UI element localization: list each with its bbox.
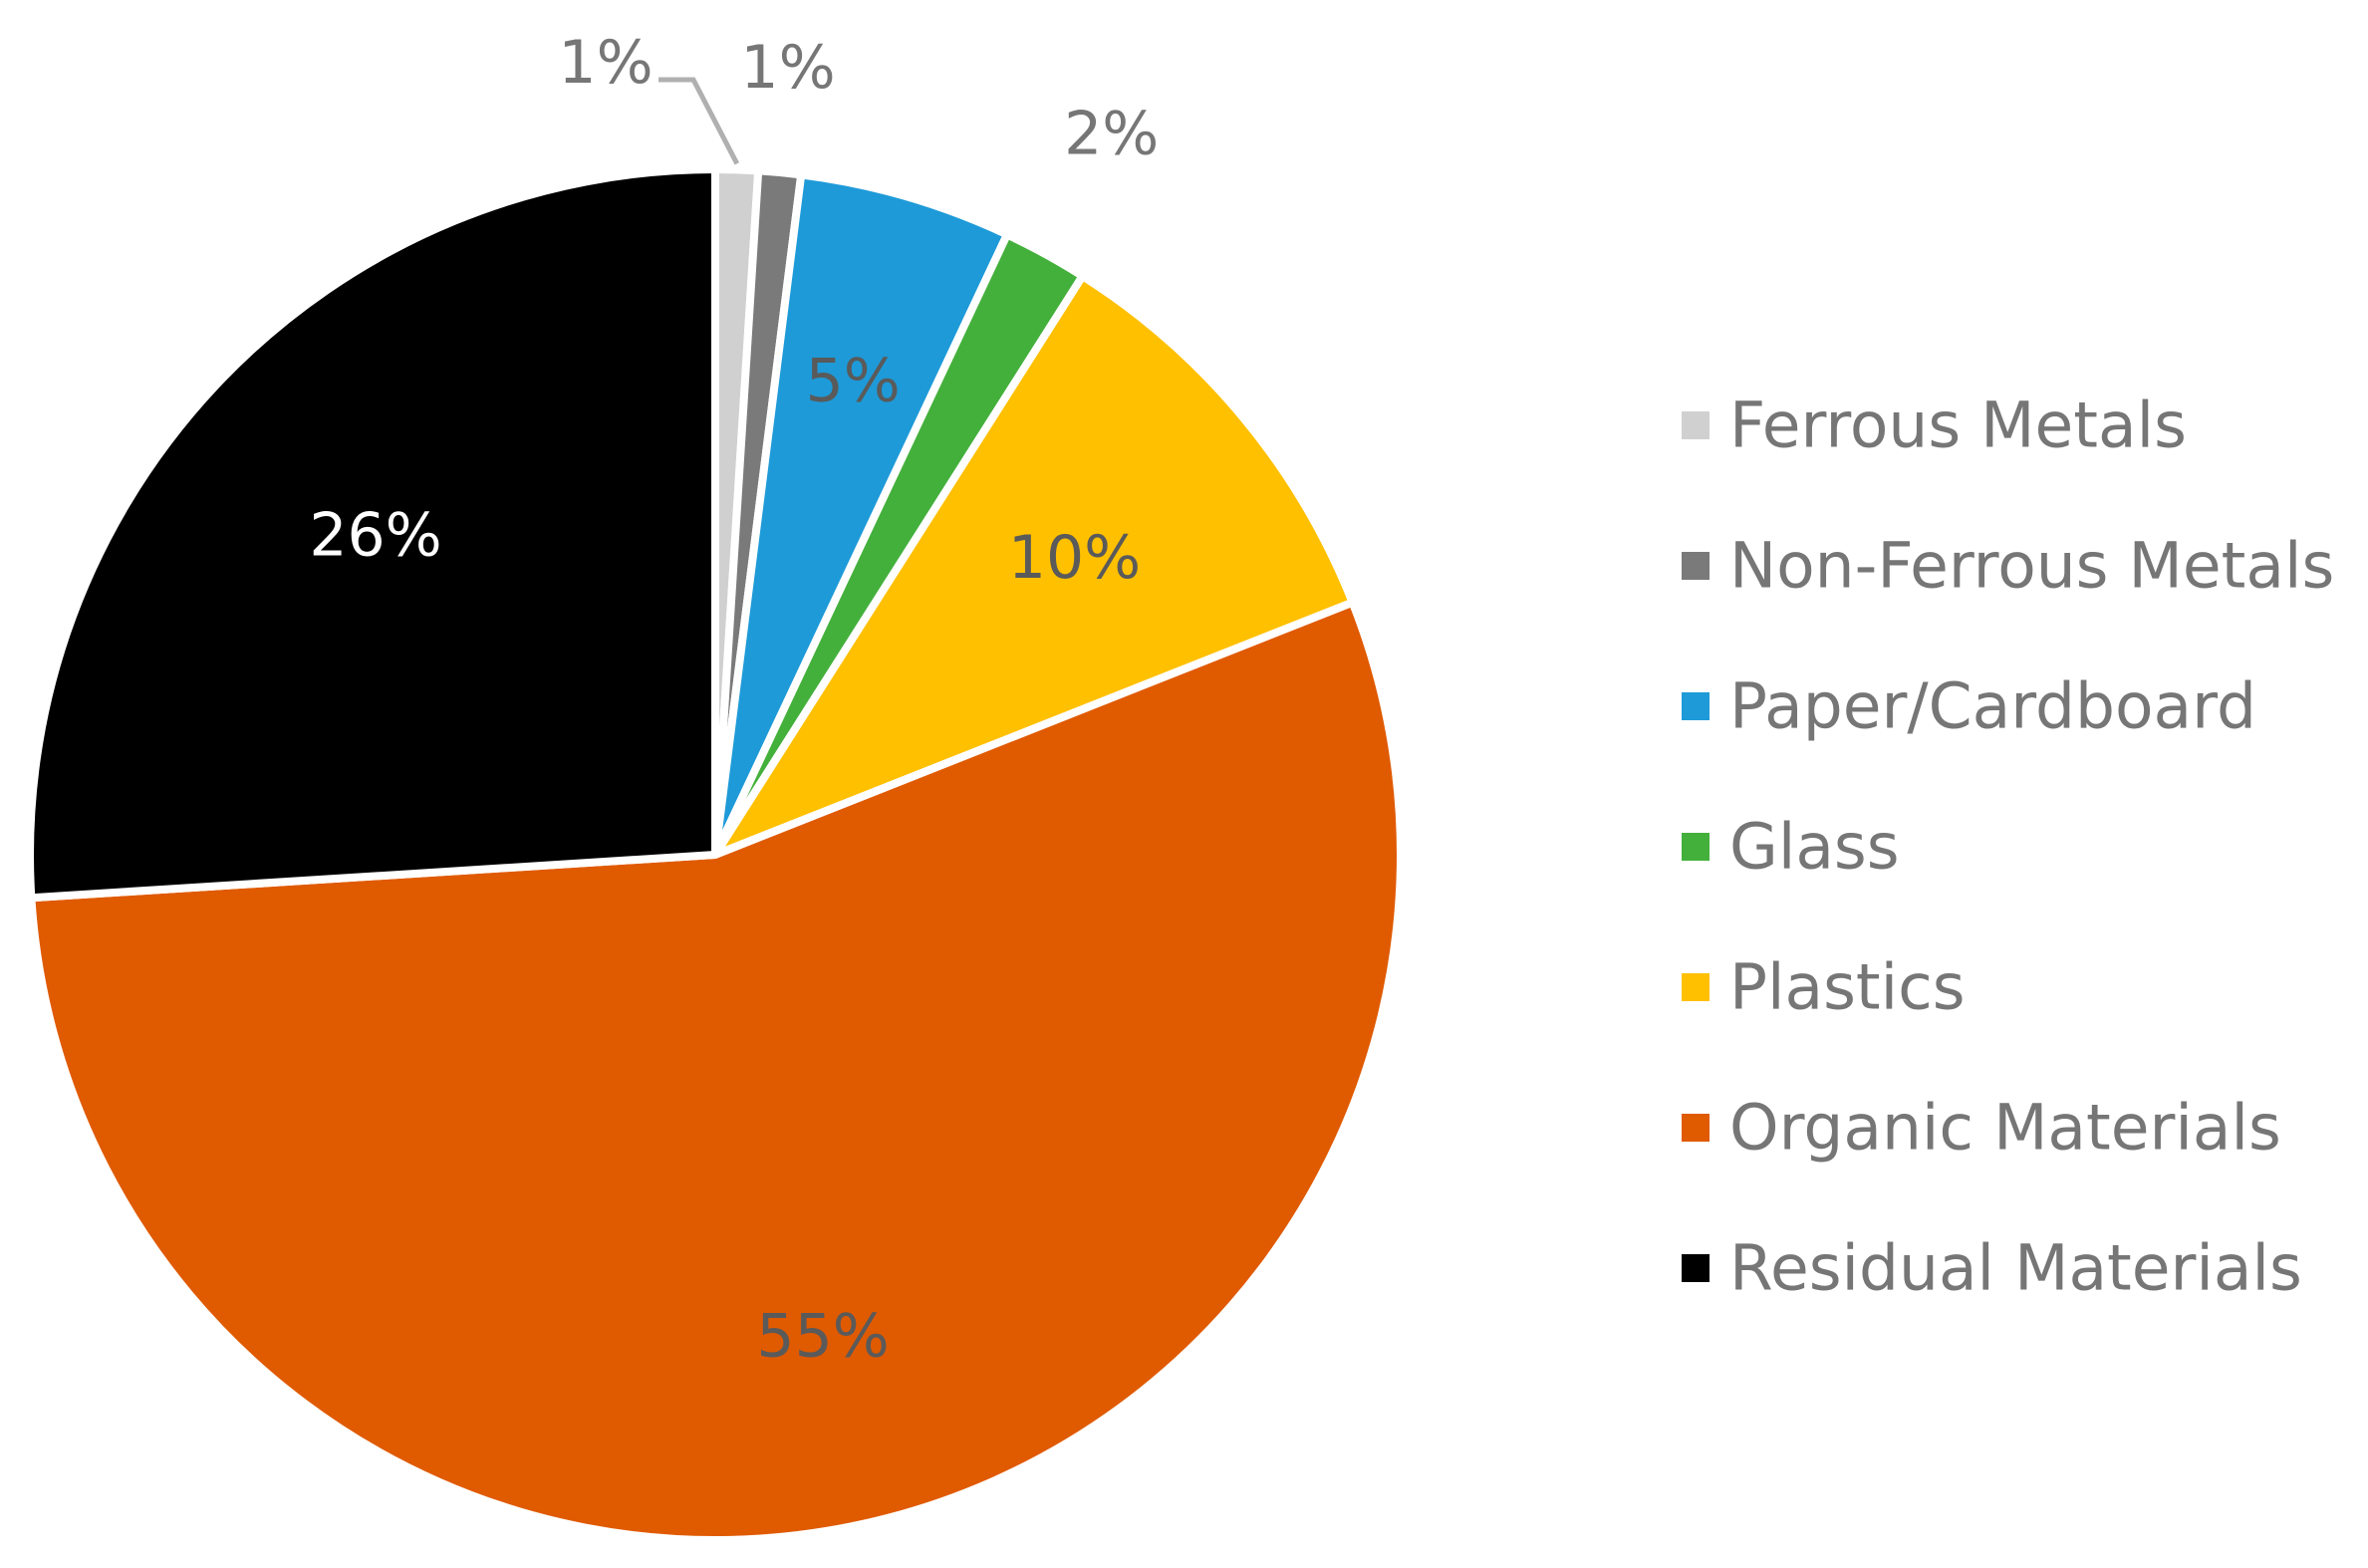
data-label-organic-materials: 55% bbox=[756, 1301, 889, 1371]
data-labels: 1% 1% 5% 2% 10% 55% 26% bbox=[309, 28, 1159, 1371]
pie-slices bbox=[26, 165, 1405, 1544]
legend-swatch-residual-materials bbox=[1682, 1254, 1710, 1282]
slice-plastics bbox=[711, 272, 1357, 859]
legend: Ferrous Metals Non-Ferrous Metals Paper/Ca… bbox=[1682, 390, 2334, 1305]
slice-residual-materials bbox=[26, 165, 719, 903]
leader-line-ferrous-metals bbox=[658, 77, 740, 165]
data-label-glass: 2% bbox=[1064, 100, 1159, 169]
slice-paper-cardboard bbox=[711, 170, 1011, 859]
legend-swatch-non-ferrous-metals bbox=[1682, 552, 1710, 580]
legend-swatch-ferrous-metals bbox=[1682, 411, 1710, 439]
legend-label-glass: Glass bbox=[1729, 811, 1900, 884]
legend-label-ferrous-metals: Ferrous Metals bbox=[1729, 390, 2187, 462]
legend-label-plastics: Plastics bbox=[1729, 951, 1966, 1024]
leader-lines bbox=[658, 77, 740, 165]
data-label-paper-cardboard: 5% bbox=[806, 346, 901, 415]
slice-organic-materials bbox=[27, 598, 1405, 1544]
data-label-residual-materials: 26% bbox=[309, 501, 441, 571]
legend-swatch-plastics bbox=[1682, 973, 1710, 1001]
legend-swatch-paper-cardboard bbox=[1682, 692, 1710, 720]
data-label-plastics: 10% bbox=[1008, 523, 1141, 593]
legend-swatch-organic-materials bbox=[1682, 1114, 1710, 1142]
data-label-ferrous-metals: 1% bbox=[558, 28, 653, 98]
legend-label-paper-cardboard: Paper/Cardboard bbox=[1729, 670, 2256, 743]
legend-swatch-glass bbox=[1682, 833, 1710, 861]
legend-label-non-ferrous-metals: Non-Ferrous Metals bbox=[1729, 530, 2334, 603]
legend-label-organic-materials: Organic Materials bbox=[1729, 1092, 2281, 1165]
data-label-non-ferrous-metals: 1% bbox=[740, 33, 835, 103]
legend-label-residual-materials: Residual Materials bbox=[1729, 1232, 2302, 1305]
